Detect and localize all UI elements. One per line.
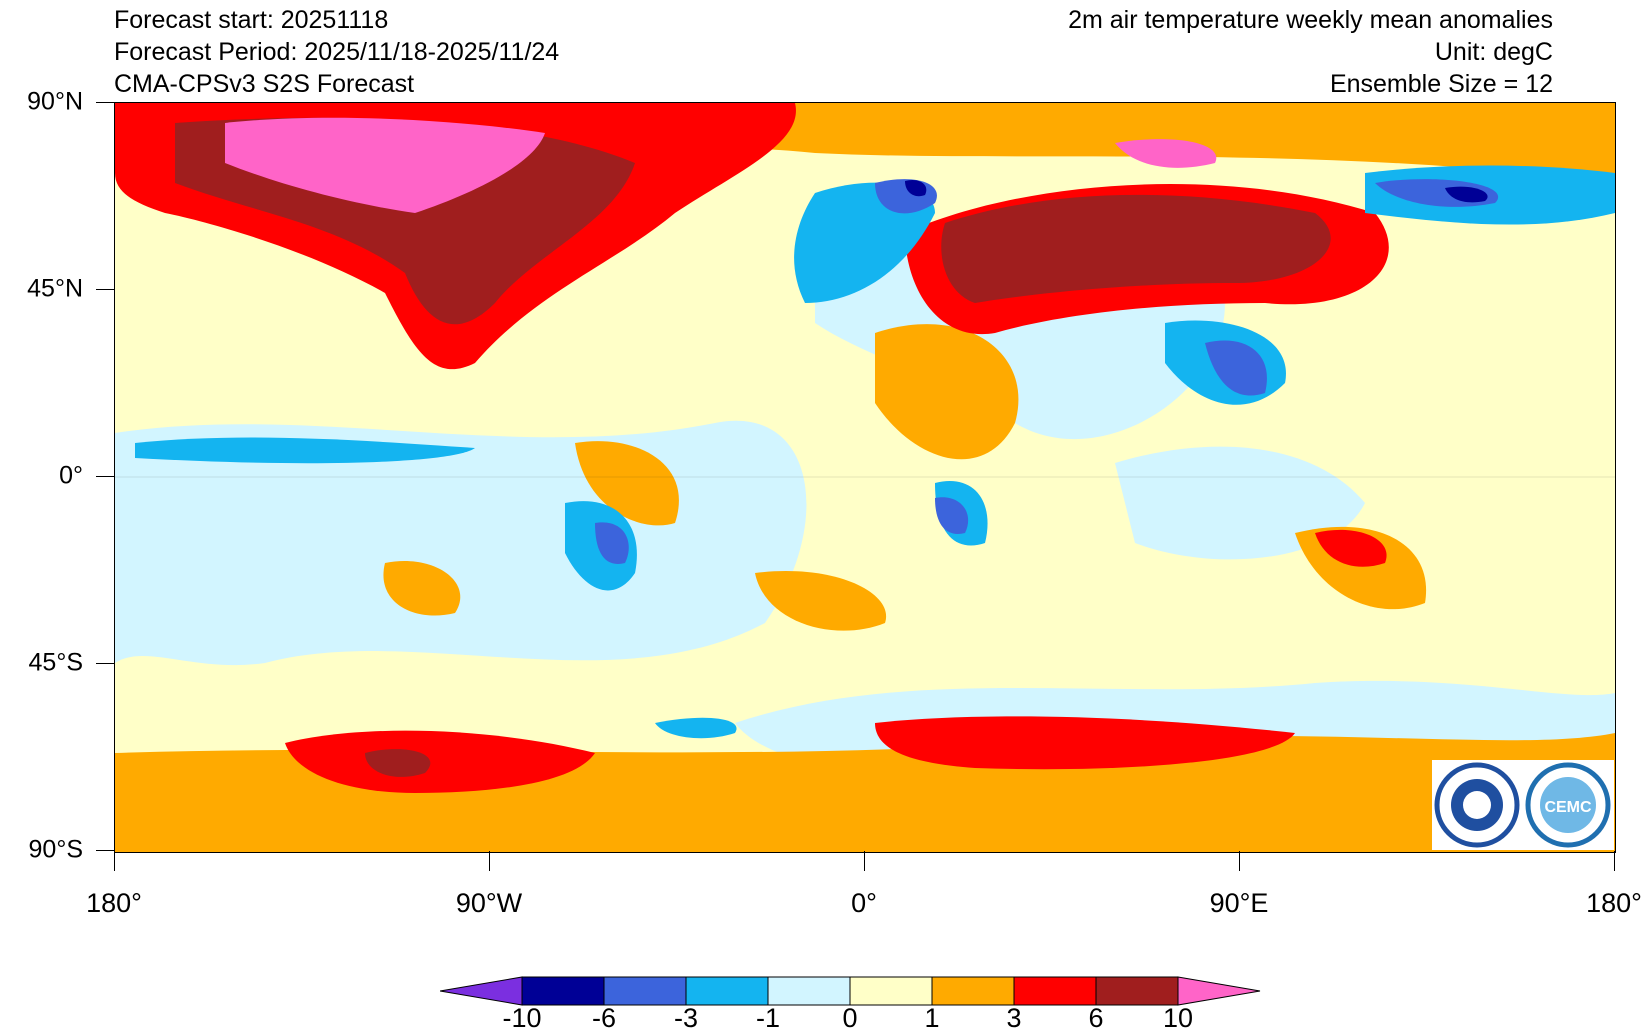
tick-y-45n <box>96 289 114 290</box>
colorbar <box>440 976 1261 1006</box>
tick-x-180e <box>1614 851 1615 871</box>
colorbar-box <box>685 976 769 1006</box>
colorbar-box <box>1095 976 1179 1006</box>
tick-x-90e <box>1239 851 1240 871</box>
forecast-period: Forecast Period: 2025/11/18-2025/11/24 <box>114 38 560 66</box>
tick-y-90s <box>96 850 114 851</box>
colorbar-min-triangle <box>440 976 523 1006</box>
logo-area: CEMC <box>1432 760 1614 850</box>
colorbar-max-triangle <box>1177 976 1261 1006</box>
colorbar-box <box>603 976 687 1006</box>
lat-label: 45°S <box>28 648 83 677</box>
colorbar-label: 3 <box>1006 1003 1022 1033</box>
colorbar-box <box>1013 976 1097 1006</box>
lon-label: 180° <box>86 888 142 918</box>
colorbar-label: -1 <box>755 1003 781 1033</box>
lat-label: 0° <box>59 461 83 490</box>
colorbar-label: 6 <box>1088 1003 1104 1033</box>
colorbar-box <box>521 976 605 1006</box>
anomaly-map <box>115 103 1615 852</box>
header-left: Forecast start: 20251118 Forecast Period… <box>114 4 559 100</box>
tick-x-90w <box>489 851 490 871</box>
lon-label: 0° <box>851 888 877 918</box>
logo-graphics: CEMC <box>1434 762 1611 848</box>
colorbar-label: 10 <box>1162 1003 1194 1033</box>
colorbar-label: 0 <box>842 1003 858 1033</box>
colorbar-box <box>849 976 933 1006</box>
header-right: 2m air temperature weekly mean anomalies… <box>1068 4 1553 100</box>
cemc-logo-text: CEMC <box>1544 799 1592 816</box>
lat-label: 90°S <box>28 835 83 864</box>
tick-y-45s <box>96 663 114 664</box>
unit-label: Unit: degC <box>1434 38 1553 66</box>
colorbar-box <box>767 976 851 1006</box>
tick-x-180w <box>114 851 115 871</box>
colorbar-label: -6 <box>591 1003 617 1033</box>
ensemble-size: Ensemble Size = 12 <box>1329 70 1553 98</box>
lon-label: 180° <box>1586 888 1642 918</box>
variable-title: 2m air temperature weekly mean anomalies <box>1068 6 1553 34</box>
map-panel <box>114 102 1616 853</box>
tick-x-0 <box>864 851 865 871</box>
colorbar-label: 1 <box>924 1003 940 1033</box>
forecast-start: Forecast start: 20251118 <box>114 6 389 34</box>
lon-label: 90°W <box>455 888 523 918</box>
lon-label: 90°E <box>1209 888 1269 918</box>
lat-label: 90°N <box>27 87 83 116</box>
lat-label: 45°N <box>27 274 83 303</box>
tick-y-0 <box>96 476 114 477</box>
colorbar-box <box>931 976 1015 1006</box>
tick-y-90n <box>96 102 114 103</box>
colorbar-label: -10 <box>502 1003 542 1033</box>
colorbar-label: -3 <box>673 1003 699 1033</box>
model-name: CMA-CPSv3 S2S Forecast <box>114 70 415 98</box>
